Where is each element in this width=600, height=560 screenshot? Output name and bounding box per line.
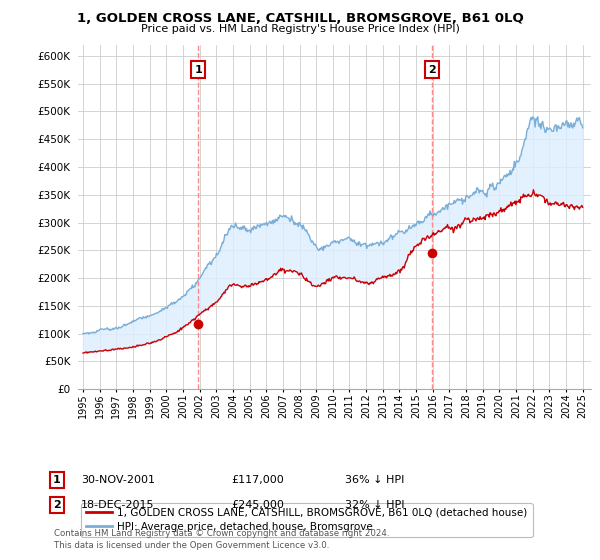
Text: Price paid vs. HM Land Registry's House Price Index (HPI): Price paid vs. HM Land Registry's House …: [140, 24, 460, 34]
Text: This data is licensed under the Open Government Licence v3.0.: This data is licensed under the Open Gov…: [54, 541, 329, 550]
Text: 18-DEC-2015: 18-DEC-2015: [81, 500, 155, 510]
Text: 1: 1: [194, 65, 202, 75]
Text: 32% ↓ HPI: 32% ↓ HPI: [345, 500, 404, 510]
Text: 1: 1: [53, 475, 61, 485]
Text: 30-NOV-2001: 30-NOV-2001: [81, 475, 155, 485]
Text: Contains HM Land Registry data © Crown copyright and database right 2024.: Contains HM Land Registry data © Crown c…: [54, 529, 389, 538]
Text: 2: 2: [428, 65, 436, 75]
Legend: 1, GOLDEN CROSS LANE, CATSHILL, BROMSGROVE, B61 0LQ (detached house), HPI: Avera: 1, GOLDEN CROSS LANE, CATSHILL, BROMSGRO…: [80, 503, 533, 537]
Text: £117,000: £117,000: [231, 475, 284, 485]
Text: £245,000: £245,000: [231, 500, 284, 510]
Text: 36% ↓ HPI: 36% ↓ HPI: [345, 475, 404, 485]
Text: 2: 2: [53, 500, 61, 510]
Text: 1, GOLDEN CROSS LANE, CATSHILL, BROMSGROVE, B61 0LQ: 1, GOLDEN CROSS LANE, CATSHILL, BROMSGRO…: [77, 12, 523, 25]
